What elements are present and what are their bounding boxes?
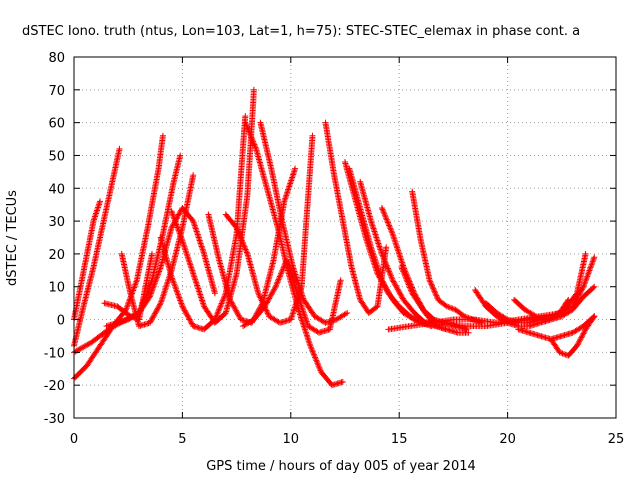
- x-tick-label: 5: [178, 432, 186, 447]
- data-series: [346, 165, 440, 330]
- plot-frame: [73, 56, 617, 419]
- x-tick-label: 10: [283, 432, 300, 447]
- data-series: [71, 145, 123, 349]
- data-series: [118, 172, 197, 330]
- x-axis-label: GPS time / hours of day 005 of year 2014: [206, 459, 476, 474]
- y-tick-label: -10: [44, 346, 65, 361]
- data-series: [168, 86, 257, 326]
- y-tick-label: -20: [44, 379, 65, 394]
- x-tick-label: 25: [608, 432, 625, 447]
- series-markers: [511, 296, 572, 323]
- series-markers: [346, 165, 440, 330]
- series-markers: [482, 300, 544, 326]
- y-tick-label: 30: [48, 215, 65, 230]
- y-tick-label: 60: [48, 117, 65, 132]
- y-tick-label: 80: [48, 51, 65, 66]
- series-markers: [548, 313, 598, 359]
- series-markers: [168, 86, 257, 326]
- series-markers: [357, 178, 450, 333]
- y-tick-label: 20: [48, 248, 65, 263]
- series-markers: [515, 313, 598, 343]
- data-series: [548, 313, 598, 359]
- y-tick-label: 50: [48, 149, 65, 164]
- x-tick-label: 15: [391, 432, 408, 447]
- series-markers: [257, 119, 351, 326]
- data-series: [511, 296, 572, 323]
- y-axis-ticks: -30 -20 -10 0 10 20 30 40 50 60 70 80: [44, 51, 616, 427]
- y-tick-label: -30: [44, 412, 65, 427]
- data-series: [357, 178, 450, 333]
- data-series: [378, 205, 472, 336]
- x-tick-label: 0: [70, 432, 78, 447]
- series-markers: [222, 132, 316, 326]
- x-axis-ticks: 0 5 10 15 20 25: [70, 57, 624, 447]
- data-series: [222, 132, 316, 326]
- chart-title: dSTEC Iono. truth (ntus, Lon=103, Lat=1,…: [22, 24, 580, 39]
- series-markers: [118, 172, 197, 330]
- series-markers: [322, 119, 390, 316]
- series-markers: [242, 119, 346, 389]
- data-series: [257, 119, 351, 326]
- y-tick-label: 10: [48, 281, 65, 296]
- x-tick-label: 20: [499, 432, 516, 447]
- y-tick-label: 40: [48, 182, 65, 197]
- y-tick-label: 70: [48, 84, 65, 99]
- data-points: [71, 86, 598, 389]
- data-series: [242, 119, 346, 389]
- data-series: [515, 313, 598, 343]
- y-axis-label: dSTEC / TECUs: [5, 190, 20, 286]
- data-series: [482, 300, 544, 326]
- data-series: [322, 119, 390, 316]
- series-markers: [71, 145, 123, 349]
- y-tick-label: 0: [57, 314, 65, 329]
- series-markers: [378, 205, 472, 336]
